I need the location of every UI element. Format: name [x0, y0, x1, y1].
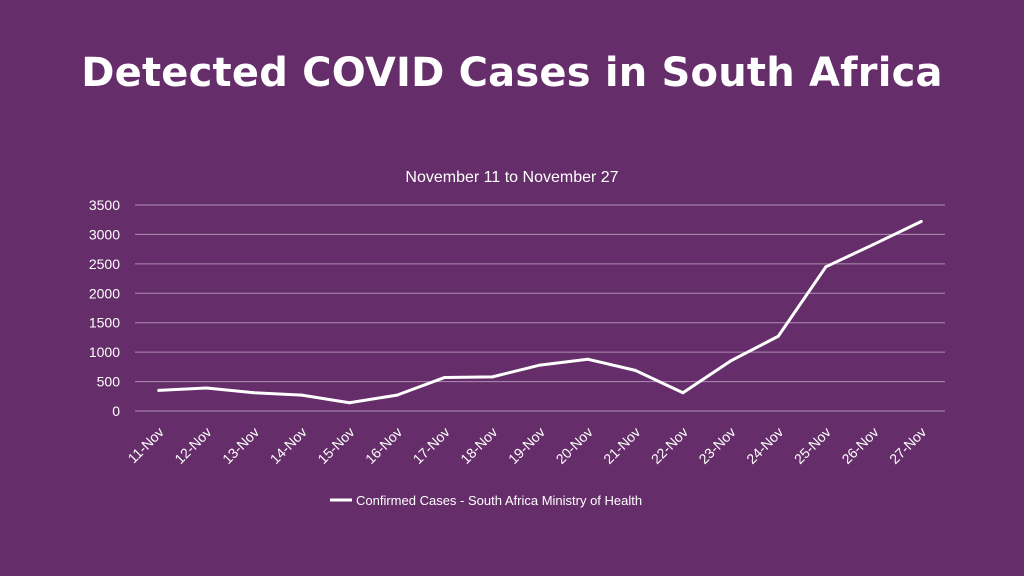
main-title: Detected COVID Cases in South Africa — [81, 50, 943, 96]
data-point — [729, 359, 733, 363]
y-tick-label: 0 — [112, 403, 120, 419]
data-point — [776, 334, 780, 338]
x-tick-label: 16-Nov — [362, 424, 405, 467]
legend-label: Confirmed Cases - South Africa Ministry … — [356, 493, 642, 508]
x-tick-label: 19-Nov — [505, 424, 548, 467]
data-point — [157, 388, 161, 392]
x-tick-label: 26-Nov — [838, 424, 881, 467]
chart-subtitle: November 11 to November 27 — [405, 169, 618, 186]
data-point — [633, 368, 637, 372]
x-tick-label: 21-Nov — [600, 424, 643, 467]
y-tick-label: 3500 — [89, 197, 120, 213]
x-tick-label: 25-Nov — [791, 424, 834, 467]
x-tick-label: 27-Nov — [886, 424, 929, 467]
gridlines — [135, 204, 945, 412]
x-tick-label: 24-Nov — [743, 424, 786, 467]
data-point — [204, 386, 208, 390]
x-tick-label: 13-Nov — [219, 424, 262, 467]
y-tick-label: 500 — [97, 374, 121, 390]
series-line — [157, 219, 923, 405]
x-tick-label: 12-Nov — [171, 424, 214, 467]
data-point — [538, 363, 542, 367]
data-point — [490, 375, 494, 379]
data-point — [443, 375, 447, 379]
x-tick-label: 15-Nov — [314, 424, 357, 467]
x-tick-label: 20-Nov — [553, 424, 596, 467]
series-group — [157, 219, 923, 405]
data-point — [824, 265, 828, 269]
x-tick-label: 11-Nov — [124, 424, 166, 466]
data-point — [872, 242, 876, 246]
x-tick-label: 17-Nov — [410, 424, 453, 467]
y-tick-label: 3000 — [89, 226, 120, 242]
y-tick-label: 1000 — [89, 344, 120, 360]
x-tick-label: 14-Nov — [267, 424, 310, 467]
legend: Confirmed Cases - South Africa Ministry … — [330, 493, 642, 508]
data-point — [919, 219, 923, 223]
data-point — [395, 393, 399, 397]
data-point — [586, 357, 590, 361]
y-tick-label: 2500 — [89, 256, 120, 272]
x-tick-label: 18-Nov — [457, 424, 500, 467]
y-tick-label: 1500 — [89, 315, 120, 331]
data-point — [681, 391, 685, 395]
data-point — [347, 401, 351, 405]
data-point — [252, 391, 256, 395]
y-tick-label: 2000 — [89, 285, 120, 301]
data-point — [300, 393, 304, 397]
y-axis-ticks: 0 500 1000 1500 2000 2500 3000 3500 — [89, 197, 120, 419]
x-tick-label: 23-Nov — [695, 424, 738, 467]
x-axis-ticks: 11-Nov 12-Nov 13-Nov 14-Nov 15-Nov 16-Nov 17-N… — [124, 424, 929, 467]
x-tick-label: 22-Nov — [648, 424, 691, 467]
